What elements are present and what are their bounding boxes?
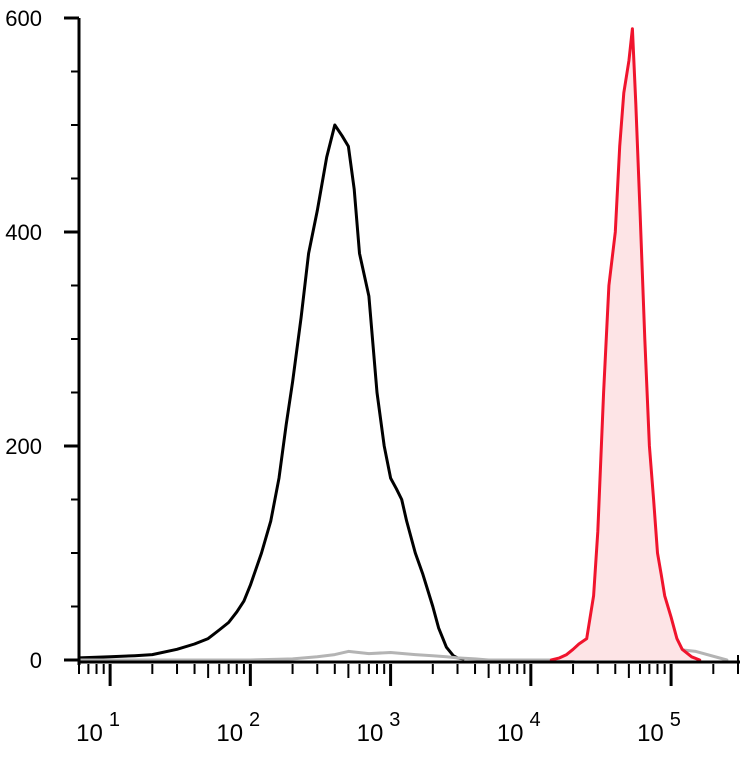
y-tick-label: 400 [5, 220, 42, 245]
plot-area [77, 27, 729, 662]
x-tick-label: 10 3 [357, 709, 401, 747]
y-tick-label: 600 [5, 6, 42, 31]
series-0-line [77, 123, 465, 661]
x-axis-ticks: 10 1 10 2 10 3 10 4 10 5 [76, 664, 739, 747]
series-2-area [551, 28, 700, 660]
x-tick-label: 10 4 [497, 709, 541, 747]
x-tick-label: 10 1 [76, 709, 120, 747]
series-2-line [549, 27, 702, 662]
x-tick-label: 10 2 [216, 709, 260, 747]
x-tick-label: 10 5 [637, 709, 681, 747]
y-tick-label: 200 [5, 434, 42, 459]
y-tick-label: 0 [30, 648, 42, 673]
y-axis-ticks: 0 200 400 600 [5, 6, 79, 673]
